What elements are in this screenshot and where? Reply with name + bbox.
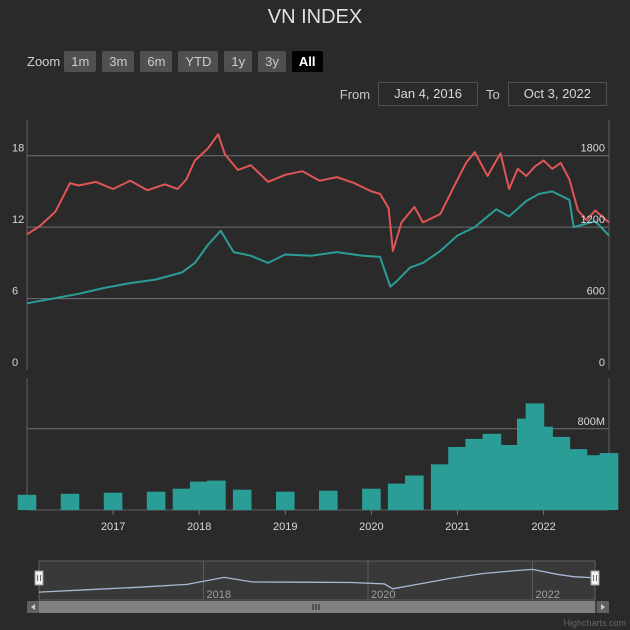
chart-title: VN INDEX: [267, 6, 363, 28]
to-label: To: [486, 86, 500, 102]
volume-column: [499, 445, 519, 510]
zoom-label: Zoom: [27, 53, 61, 69]
volume-column: [551, 436, 571, 510]
volume-column: [276, 491, 295, 510]
to-date-input[interactable]: Oct 3, 2022: [507, 82, 607, 106]
scrollbar-thumb[interactable]: [39, 601, 595, 613]
volume-column: [568, 449, 588, 510]
volume-axis-tick-label: 800M: [577, 416, 605, 428]
volume-column: [465, 438, 484, 510]
volume-column: [534, 426, 553, 510]
right-axis-tick-label: 600: [587, 286, 605, 298]
volume-column: [172, 488, 192, 510]
zoom-all-button[interactable]: All: [291, 50, 323, 72]
volume-column: [17, 494, 37, 510]
scroll-right-arrow-icon: [601, 604, 605, 610]
index-series-line: [26, 190, 610, 305]
left-axis-tick-label: 0: [12, 357, 18, 369]
date-range: From Jan 4, 2016 To Oct 3, 2022: [340, 82, 607, 106]
right-axis-tick-label: 0: [599, 357, 605, 369]
volume-column: [189, 481, 209, 510]
volume-column: [319, 490, 338, 510]
volume-column: [430, 464, 450, 510]
volume-column: [482, 433, 502, 510]
x-axis-tick-label: 2018: [187, 521, 211, 533]
volume-column: [60, 493, 80, 510]
navigator-tick-label: 2022: [535, 589, 559, 601]
zoom-3m-button[interactable]: 3m: [102, 50, 135, 72]
x-axis-tick-label: 2017: [101, 521, 125, 533]
navigator-left-handle[interactable]: [34, 570, 44, 586]
left-axis-tick-label: 18: [12, 143, 24, 155]
x-axis-tick-label: 2019: [273, 521, 297, 533]
scroll-left-arrow-icon: [31, 604, 35, 610]
navigator-mask: [38, 560, 596, 601]
navigator-series-line: [38, 568, 596, 593]
zoom-6m-button[interactable]: 6m: [140, 50, 173, 72]
from-label: From: [339, 86, 371, 102]
x-axis-tick-label: 2020: [359, 521, 383, 533]
zoom-1y-button[interactable]: 1y: [224, 50, 253, 72]
x-axis-tick-label: 2021: [445, 521, 469, 533]
zoom-3y-button[interactable]: 3y: [258, 50, 286, 72]
left-axis-tick-label: 6: [12, 286, 18, 298]
volume-column: [387, 483, 407, 510]
right-axis-tick-label: 1200: [581, 214, 605, 226]
volume-column: [146, 491, 166, 510]
left-axis-tick-label: 12: [12, 214, 24, 226]
volume-column: [448, 447, 467, 510]
navigator-tick-label: 2020: [371, 589, 395, 601]
from-date-input[interactable]: Jan 4, 2016: [378, 82, 479, 106]
zoom-selector: Zoom 1m 3m 6m YTD 1y 3y All: [27, 50, 329, 72]
navigator-tick-label: 2018: [206, 589, 230, 601]
volume-column: [103, 492, 123, 510]
credits-link[interactable]: Highcharts.com: [563, 618, 626, 628]
volume-column: [362, 488, 381, 510]
volume-column: [599, 453, 619, 510]
right-axis-tick-label: 1800: [581, 143, 605, 155]
x-axis-tick-label: 2022: [531, 521, 555, 533]
volume-column: [405, 475, 424, 510]
zoom-ytd-button[interactable]: YTD: [178, 50, 219, 72]
volume-column: [232, 489, 252, 510]
price-series-line: [26, 133, 610, 252]
navigator-right-handle[interactable]: [590, 570, 600, 586]
zoom-1m-button[interactable]: 1m: [64, 50, 97, 72]
volume-column: [207, 480, 226, 510]
